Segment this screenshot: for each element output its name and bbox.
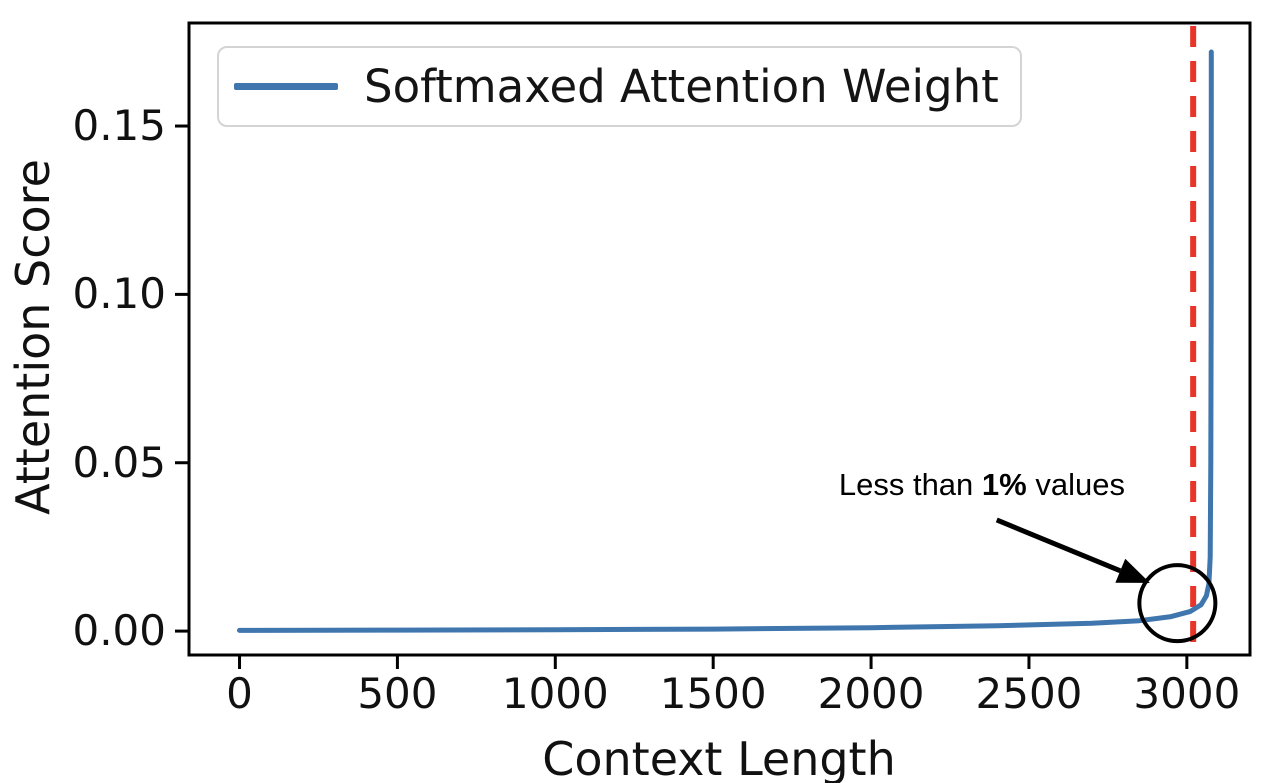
y-tick-label-0.15: 0.15 — [72, 101, 166, 151]
annotation-arrow-head — [1115, 558, 1150, 583]
x-tick-label-3000: 3000 — [1133, 669, 1241, 718]
y-tick-label-0.05: 0.05 — [72, 437, 166, 487]
x-tick-label-500: 500 — [357, 669, 438, 718]
annotation-text: Less than 1% values — [839, 467, 1125, 503]
annotation-text-bold: 1% — [981, 466, 1027, 502]
y-tick-label-0.00: 0.00 — [72, 606, 166, 656]
legend: Softmaxed Attention Weight — [217, 46, 1022, 127]
legend-line-sample-icon — [234, 83, 338, 90]
legend-label: Softmaxed Attention Weight — [364, 60, 999, 113]
annotation-text-suffix: values — [1026, 466, 1125, 502]
x-tick-label-2000: 2000 — [817, 669, 925, 718]
annotation-text-prefix: Less than — [838, 466, 982, 502]
highlight-circle — [1137, 563, 1218, 644]
x-tick-label-2500: 2500 — [975, 669, 1083, 718]
annotation-arrow-line — [995, 517, 1122, 574]
y-axis-title: Attention Score — [6, 159, 60, 515]
y-tick-label-0.10: 0.10 — [72, 269, 166, 319]
attention-weight-line — [237, 49, 1214, 633]
x-tick-label-1500: 1500 — [659, 669, 767, 718]
plot-border — [187, 21, 1252, 657]
x-axis-title: Context Length — [542, 732, 896, 783]
x-tick-label-1000: 1000 — [501, 669, 609, 718]
x-tick-label-0: 0 — [226, 669, 253, 718]
